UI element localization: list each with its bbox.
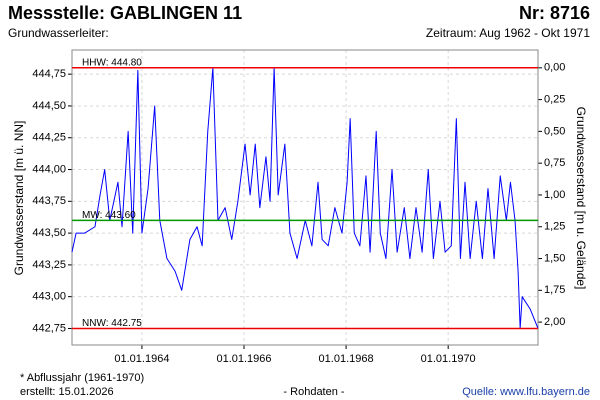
reference-label: NNW: 442.75 — [82, 318, 142, 329]
period: Zeitraum: Aug 1962 - Okt 1971 — [426, 26, 590, 40]
reference-label: HHW: 444.80 — [82, 57, 142, 68]
y-tick-label: 443,25 — [32, 259, 66, 271]
y2-tick-label: 2,00 — [544, 316, 565, 328]
y2-tick-label: 0,25 — [544, 93, 565, 105]
y-tick-label: 443,00 — [32, 291, 66, 303]
y-tick-label: 444,75 — [32, 68, 66, 80]
y2-tick-label: 1,75 — [544, 284, 565, 296]
x-tick-label: 01.01.1964 — [114, 353, 169, 365]
y-tick-label: 442,75 — [32, 322, 66, 334]
station-number: Nr: 8716 — [519, 3, 590, 23]
y2-axis-label: Grundwasserstand [m u. Gelände] — [574, 107, 588, 290]
plot-frame — [71, 49, 539, 346]
water-level-line — [71, 67, 539, 329]
y2-tick-label: 1,00 — [544, 189, 565, 201]
y-tick-label: 444,25 — [32, 132, 66, 144]
y2-tick-label: 0,00 — [544, 62, 565, 74]
chart-title: Messstelle: GABLINGEN 11 — [8, 3, 242, 23]
footnote: * Abflussjahr (1961-1970) — [20, 372, 144, 384]
y2-tick-label: 0,50 — [544, 125, 565, 137]
y2-tick-label: 1,25 — [544, 221, 565, 233]
y2-tick-label: 1,50 — [544, 252, 565, 264]
y-tick-label: 444,00 — [32, 163, 66, 175]
y-axis-label: Grundwasserstand [m ü. NN] — [12, 121, 26, 276]
x-tick-label: 01.01.1968 — [319, 353, 374, 365]
y-tick-label: 444,50 — [32, 100, 66, 112]
y2-tick-label: 0,75 — [544, 157, 565, 169]
reference-label: MW: 443.60 — [82, 210, 136, 221]
aquifer: Grundwasserleiter: — [8, 26, 109, 40]
source-link[interactable]: Quelle: www.lfu.bayern.de — [462, 386, 590, 398]
x-tick-label: 01.01.1966 — [216, 353, 271, 365]
y-tick-label: 443,50 — [32, 227, 66, 239]
x-tick-label: 01.01.1970 — [421, 353, 476, 365]
created-date: erstellt: 15.01.2026 — [20, 386, 114, 398]
raw-data-note: - Rohdaten - — [283, 386, 344, 398]
y-tick-label: 443,75 — [32, 195, 66, 207]
